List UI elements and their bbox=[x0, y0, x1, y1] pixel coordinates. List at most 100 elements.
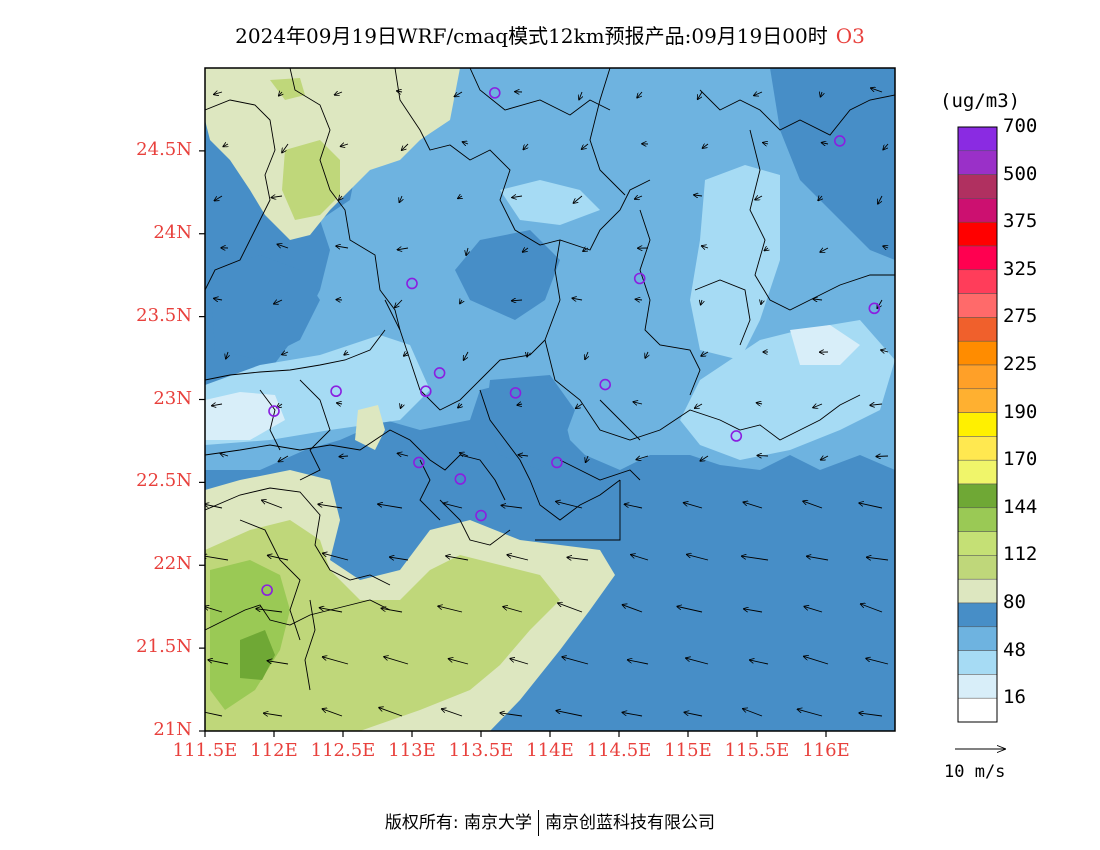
station-marker bbox=[868, 302, 881, 315]
wind-arrow bbox=[214, 92, 223, 94]
wind-arrow bbox=[572, 298, 583, 300]
colorbar-label: 225 bbox=[1003, 353, 1038, 375]
wind-arrow bbox=[585, 455, 588, 463]
colorbar-bin bbox=[957, 221, 998, 247]
colorbar-bin bbox=[957, 388, 998, 413]
wind-arrow bbox=[262, 500, 283, 509]
wind-arrow bbox=[686, 658, 709, 665]
footer-divider bbox=[538, 810, 540, 836]
wind-arrow bbox=[585, 351, 588, 360]
wind-arrow bbox=[319, 608, 343, 613]
wind-arrow bbox=[806, 556, 829, 561]
wind-arrow bbox=[820, 456, 829, 460]
wind-arrow bbox=[743, 502, 763, 509]
colorbar-label: 144 bbox=[1003, 495, 1038, 518]
field-band-16-east bbox=[790, 325, 860, 365]
wind-arrow bbox=[339, 196, 342, 200]
wind-arrow bbox=[818, 196, 822, 201]
wind-arrow bbox=[684, 712, 703, 717]
colorbar bbox=[957, 126, 998, 723]
wind-arrow bbox=[877, 299, 883, 309]
axis-ticks bbox=[199, 150, 827, 737]
wind-arrow bbox=[883, 143, 889, 150]
wind-arrow bbox=[511, 300, 523, 301]
monitoring-stations bbox=[261, 87, 881, 596]
o3-concentration-field bbox=[205, 68, 895, 731]
wind-arrow bbox=[558, 603, 583, 613]
colorbar-bin bbox=[957, 674, 998, 699]
wind-arrow bbox=[438, 606, 463, 613]
wind-arrow bbox=[517, 404, 522, 405]
wind-arrow bbox=[694, 404, 703, 408]
field-band-96-north-top bbox=[270, 78, 305, 100]
wind-arrow bbox=[866, 658, 889, 665]
wind-legend-label: 10 m/s bbox=[944, 762, 1006, 782]
wind-arrow bbox=[635, 299, 643, 300]
station-marker bbox=[475, 509, 487, 522]
colorbar-frame bbox=[957, 126, 998, 723]
station-marker bbox=[433, 367, 446, 379]
wind-arrow bbox=[397, 453, 409, 456]
wind-arrow bbox=[633, 402, 643, 404]
wind-arrow bbox=[390, 557, 409, 560]
wind-arrow bbox=[397, 91, 403, 92]
station-marker bbox=[454, 473, 467, 485]
station-marker bbox=[488, 87, 501, 99]
colorbar-label: 80 bbox=[1003, 591, 1026, 613]
lat-tick-label: 24.5N bbox=[136, 138, 192, 160]
wind-arrow bbox=[813, 299, 823, 300]
wind-arrow bbox=[507, 555, 529, 561]
wind-arrow bbox=[820, 92, 822, 97]
wind-arrow bbox=[803, 501, 823, 509]
field-band-16-west bbox=[205, 392, 285, 440]
colorbar-label: 170 bbox=[1003, 448, 1038, 471]
colorbar-bin bbox=[957, 436, 998, 461]
wind-arrow bbox=[876, 456, 889, 457]
field-band-64-west bbox=[210, 255, 320, 360]
wind-arrow bbox=[878, 195, 883, 204]
lat-tick-label: 21N bbox=[153, 719, 192, 740]
station-marker bbox=[406, 277, 418, 290]
wind-arrow bbox=[336, 246, 349, 248]
lon-tick-label: 115E bbox=[664, 740, 712, 761]
colorbar-bin bbox=[957, 340, 998, 366]
field-band-96-north bbox=[282, 140, 340, 220]
lon-tick-label: 112.5E bbox=[310, 740, 376, 761]
wind-arrow bbox=[881, 350, 889, 352]
lon-tick-label: 111.5E bbox=[172, 740, 238, 761]
wind-arrow bbox=[462, 142, 469, 144]
station-marker bbox=[509, 387, 522, 399]
colorbar-label: 112 bbox=[1003, 543, 1038, 566]
wind-arrow bbox=[378, 504, 403, 509]
wind-arrow bbox=[404, 352, 408, 356]
wind-arrow bbox=[749, 660, 769, 665]
wind-arrow bbox=[458, 196, 462, 199]
wind-arrow bbox=[883, 246, 888, 248]
wind-arrow bbox=[263, 713, 283, 716]
wind-arrow bbox=[636, 455, 649, 460]
wind-arrow bbox=[627, 660, 649, 665]
field-band-64-pearl bbox=[485, 375, 575, 470]
wind-arrow bbox=[522, 248, 529, 252]
wind-arrow bbox=[763, 143, 769, 144]
wind-arrow bbox=[510, 659, 529, 665]
station-marker bbox=[833, 135, 846, 147]
lat-tick-label: 23.5N bbox=[136, 304, 192, 326]
wind-arrow bbox=[384, 657, 409, 665]
wind-arrow bbox=[397, 248, 409, 250]
lon-tick-label: 115.5E bbox=[724, 740, 790, 761]
lon-tick-label: 112E bbox=[250, 740, 298, 761]
wind-arrow bbox=[697, 91, 703, 99]
wind-arrow bbox=[683, 503, 703, 509]
wind-arrow bbox=[866, 557, 889, 560]
wind-arrow bbox=[637, 91, 643, 98]
colorbar-bin bbox=[957, 626, 998, 651]
wind-arrow bbox=[501, 505, 523, 508]
wind-arrow bbox=[344, 352, 348, 355]
wind-arrow bbox=[282, 352, 289, 355]
wind-arrow bbox=[205, 606, 223, 613]
wind-arrow bbox=[460, 453, 469, 456]
station-marker bbox=[261, 584, 273, 596]
wind-arrow bbox=[804, 606, 823, 613]
